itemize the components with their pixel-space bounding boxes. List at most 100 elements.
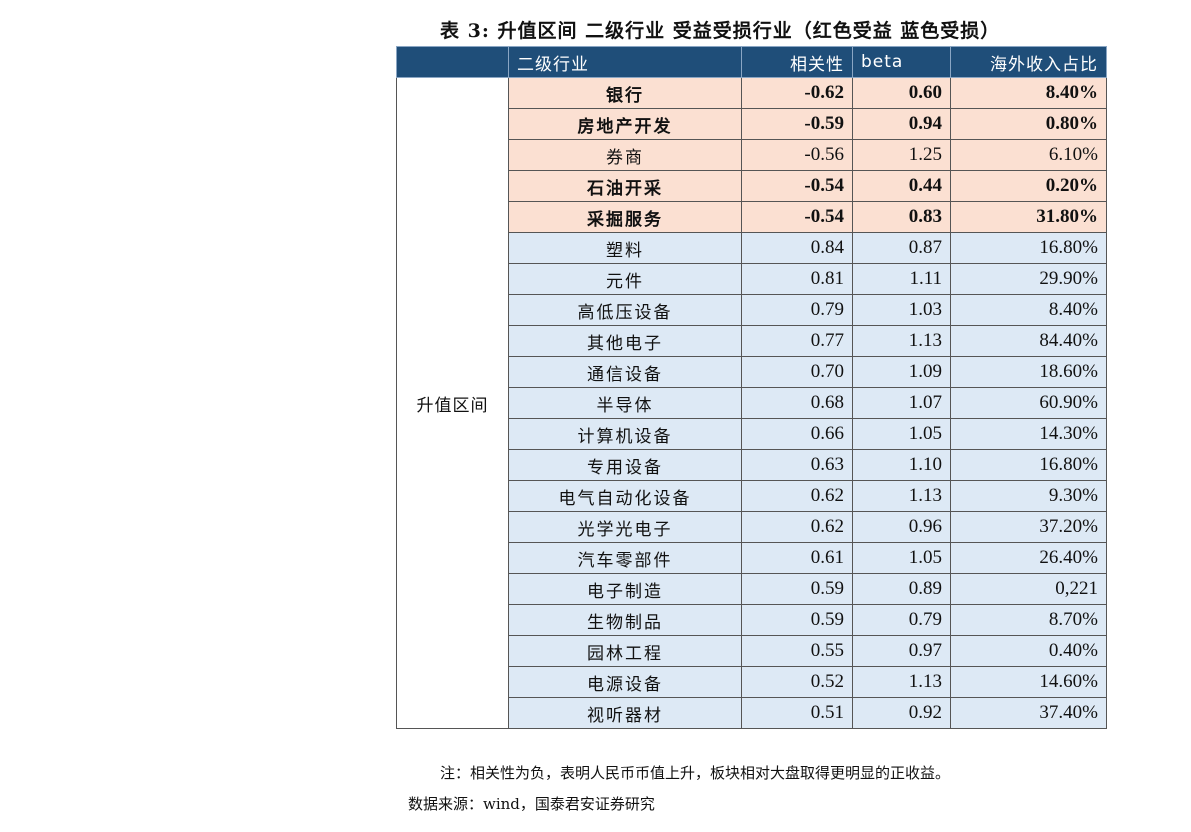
overseas-revenue-value: 8.70%: [950, 604, 1107, 636]
overseas-revenue-value: 6.10%: [950, 139, 1107, 171]
industry-name: 高低压设备: [508, 294, 742, 326]
correlation-value: 0.59: [741, 604, 853, 636]
industry-name: 石油开采: [508, 170, 742, 202]
table-row: 其他电子 0.77 1.13 84.40%: [397, 325, 1107, 357]
beta-value: 0.44: [852, 170, 951, 202]
correlation-value: 0.62: [741, 480, 853, 512]
beta-value: 0.79: [852, 604, 951, 636]
overseas-revenue-value: 0,221: [950, 573, 1107, 605]
industry-name: 塑料: [508, 232, 742, 264]
table-row: 元件 0.81 1.11 29.90%: [397, 263, 1107, 295]
table-row: 汽车零部件 0.61 1.05 26.40%: [397, 542, 1107, 574]
header-blank: [396, 46, 509, 78]
beta-value: 1.09: [852, 356, 951, 388]
overseas-revenue-value: 29.90%: [950, 263, 1107, 295]
beta-value: 1.11: [852, 263, 951, 295]
group-label: 升值区间: [396, 77, 509, 729]
overseas-revenue-value: 37.40%: [950, 697, 1107, 729]
overseas-revenue-value: 60.90%: [950, 387, 1107, 419]
table-row: 生物制品 0.59 0.79 8.70%: [397, 604, 1107, 636]
table-row: 采掘服务 -0.54 0.83 31.80%: [397, 201, 1107, 233]
table-row: 视听器材 0.51 0.92 37.40%: [397, 697, 1107, 729]
overseas-revenue-value: 14.30%: [950, 418, 1107, 450]
overseas-revenue-value: 16.80%: [950, 232, 1107, 264]
table-row: 光学光电子 0.62 0.96 37.20%: [397, 511, 1107, 543]
correlation-value: 0.55: [741, 635, 853, 667]
correlation-value: 0.52: [741, 666, 853, 698]
table-row: 园林工程 0.55 0.97 0.40%: [397, 635, 1107, 667]
header-beta: beta: [852, 46, 951, 78]
beta-value: 1.10: [852, 449, 951, 481]
industry-name: 半导体: [508, 387, 742, 419]
overseas-revenue-value: 8.40%: [950, 294, 1107, 326]
correlation-value: -0.59: [741, 108, 853, 140]
table-title: 表 3: 升值区间 二级行业 受益受损行业（红色受益 蓝色受损）: [440, 20, 1001, 42]
industry-name: 视听器材: [508, 697, 742, 729]
industry-name: 计算机设备: [508, 418, 742, 450]
correlation-value: 0.77: [741, 325, 853, 357]
beta-value: 0.97: [852, 635, 951, 667]
beta-value: 1.05: [852, 418, 951, 450]
correlation-value: 0.68: [741, 387, 853, 419]
correlation-value: 0.61: [741, 542, 853, 574]
overseas-revenue-value: 8.40%: [950, 77, 1107, 109]
table-row: 高低压设备 0.79 1.03 8.40%: [397, 294, 1107, 326]
beta-value: 1.13: [852, 325, 951, 357]
overseas-revenue-value: 26.40%: [950, 542, 1107, 574]
table-row: 房地产开发 -0.59 0.94 0.80%: [397, 108, 1107, 140]
table-row: 电源设备 0.52 1.13 14.60%: [397, 666, 1107, 698]
correlation-value: 0.59: [741, 573, 853, 605]
correlation-value: -0.54: [741, 170, 853, 202]
overseas-revenue-value: 16.80%: [950, 449, 1107, 481]
header-correlation: 相关性: [741, 46, 853, 78]
table-row: 电气自动化设备 0.62 1.13 9.30%: [397, 480, 1107, 512]
overseas-revenue-value: 0.20%: [950, 170, 1107, 202]
beta-value: 0.83: [852, 201, 951, 233]
correlation-value: 0.84: [741, 232, 853, 264]
data-source: 数据来源：wind，国泰君安证券研究: [408, 795, 655, 813]
overseas-revenue-value: 37.20%: [950, 511, 1107, 543]
overseas-revenue-value: 0.80%: [950, 108, 1107, 140]
industry-name: 其他电子: [508, 325, 742, 357]
beta-value: 1.25: [852, 139, 951, 171]
industry-name: 光学光电子: [508, 511, 742, 543]
table-row: 专用设备 0.63 1.10 16.80%: [397, 449, 1107, 481]
industry-name: 通信设备: [508, 356, 742, 388]
industry-name: 电源设备: [508, 666, 742, 698]
header-overseas-revenue: 海外收入占比: [950, 46, 1107, 78]
industry-name: 电子制造: [508, 573, 742, 605]
table-row: 升值区间 银行 -0.62 0.60 8.40%: [396, 77, 1107, 729]
correlation-value: 0.81: [741, 263, 853, 295]
beta-value: 0.92: [852, 697, 951, 729]
industry-name: 元件: [508, 263, 742, 295]
beta-value: 1.13: [852, 480, 951, 512]
beta-value: 0.87: [852, 232, 951, 264]
industry-name: 园林工程: [508, 635, 742, 667]
beta-value: 0.96: [852, 511, 951, 543]
correlation-value: 0.79: [741, 294, 853, 326]
overseas-revenue-value: 84.40%: [950, 325, 1107, 357]
beta-value: 1.05: [852, 542, 951, 574]
beta-value: 0.94: [852, 108, 951, 140]
correlation-value: -0.62: [741, 77, 853, 109]
footnote: 注：相关性为负，表明人民币币值上升，板块相对大盘取得更明显的正收益。: [440, 764, 951, 782]
header-row: 二级行业 相关性 beta 海外收入占比: [396, 46, 1107, 78]
overseas-revenue-value: 18.60%: [950, 356, 1107, 388]
industry-name: 专用设备: [508, 449, 742, 481]
industry-name: 房地产开发: [508, 108, 742, 140]
table-row: 石油开采 -0.54 0.44 0.20%: [397, 170, 1107, 202]
beta-value: 1.03: [852, 294, 951, 326]
industry-name: 生物制品: [508, 604, 742, 636]
industry-table: 二级行业 相关性 beta 海外收入占比 升值区间 银行 -0.62 0.60 8.40…: [396, 46, 1107, 729]
beta-value: 1.13: [852, 666, 951, 698]
correlation-value: 0.63: [741, 449, 853, 481]
overseas-revenue-value: 14.60%: [950, 666, 1107, 698]
beta-value: 0.89: [852, 573, 951, 605]
industry-name: 采掘服务: [508, 201, 742, 233]
correlation-value: -0.56: [741, 139, 853, 171]
overseas-revenue-value: 0.40%: [950, 635, 1107, 667]
beta-value: 0.60: [852, 77, 951, 109]
table-row: 通信设备 0.70 1.09 18.60%: [397, 356, 1107, 388]
overseas-revenue-value: 9.30%: [950, 480, 1107, 512]
industry-name: 电气自动化设备: [508, 480, 742, 512]
